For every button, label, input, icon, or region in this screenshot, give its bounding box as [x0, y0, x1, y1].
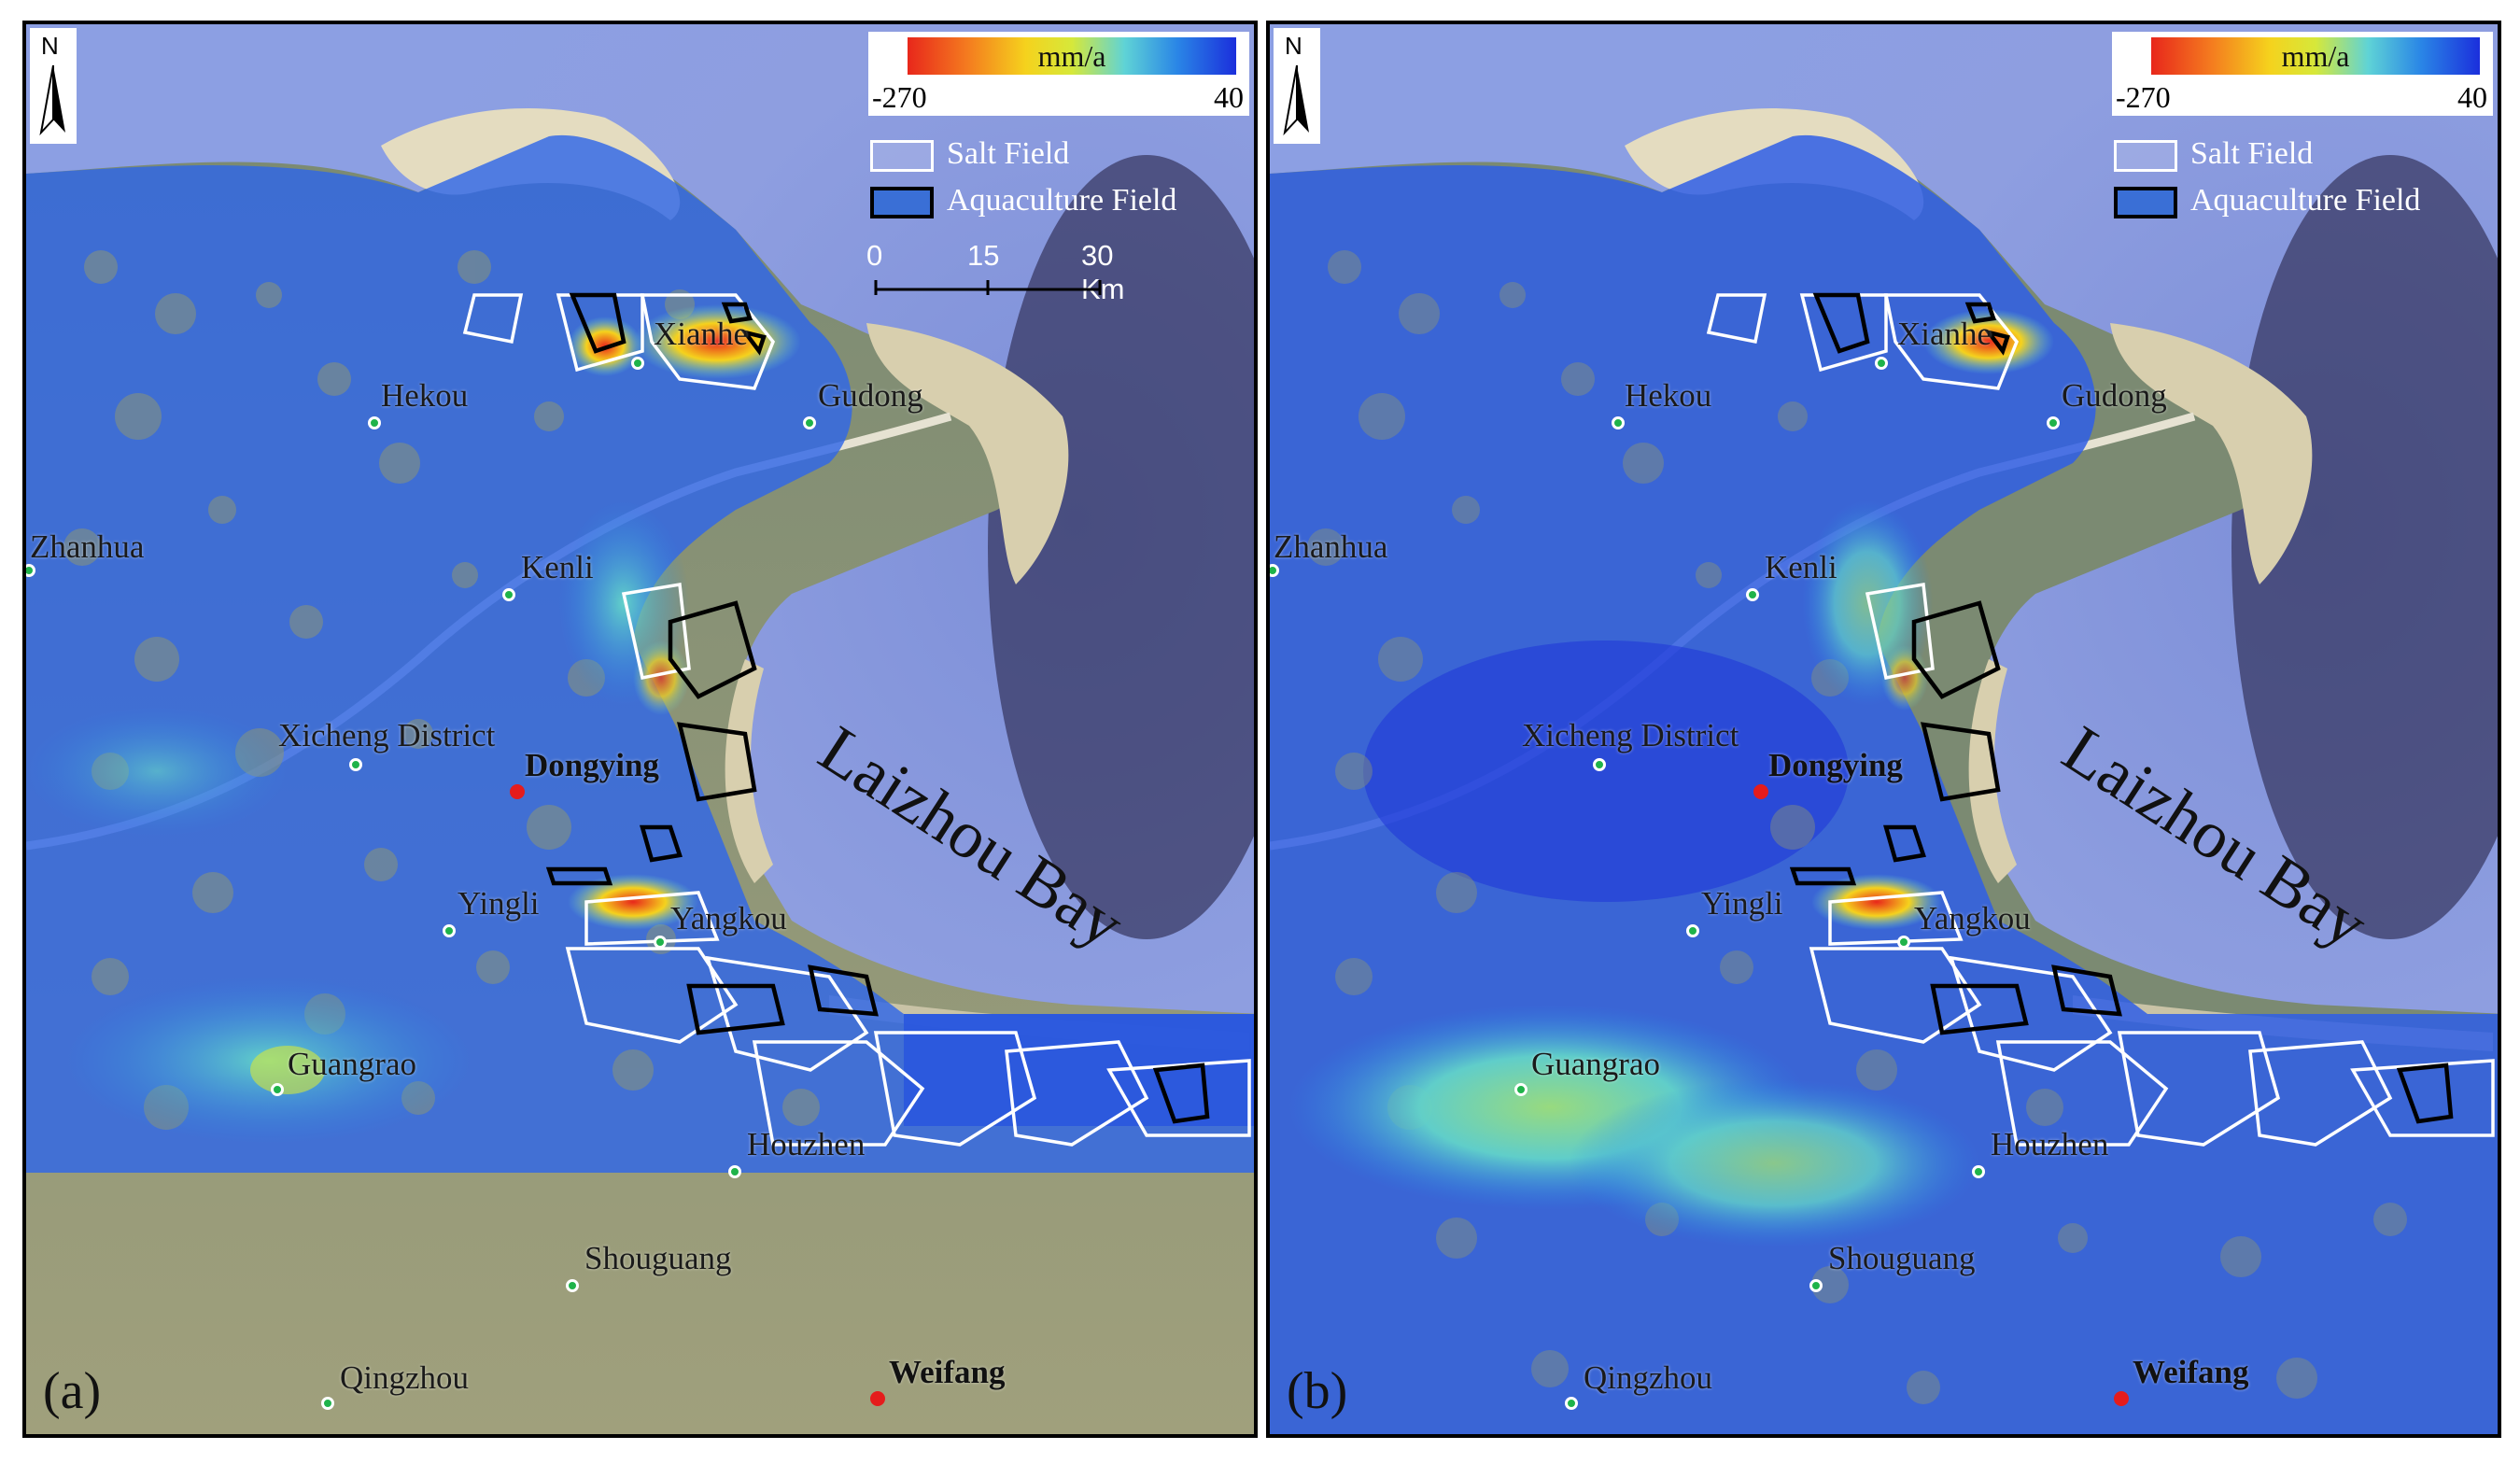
label-hekou: Hekou: [1625, 377, 1712, 414]
yingli-marker: [1686, 924, 1699, 937]
label-xicheng: Xicheng District: [1522, 717, 1739, 753]
label-hekou: Hekou: [381, 377, 469, 414]
panel-label: (a): [43, 1362, 102, 1420]
map-background: [1270, 24, 2498, 1434]
label-houzhen: Houzhen: [1991, 1126, 2109, 1162]
salt-field-swatch: [870, 140, 934, 173]
hekou-marker: [368, 416, 381, 429]
salt-field-key: Salt Field: [870, 136, 1070, 173]
hekou-marker: [1612, 416, 1625, 429]
guangrao-marker: [271, 1083, 284, 1096]
label-guangrao: Guangrao: [1531, 1046, 1661, 1082]
label-weifang: Weifang: [2133, 1354, 2249, 1390]
map-panel-a: N mm/a -270 40 Salt Field Aquaculture Fi…: [22, 21, 1258, 1438]
label-yingli: Yingli: [458, 885, 540, 922]
aquaculture-field-label: Aquaculture Field: [947, 183, 1177, 218]
houzhen-marker: [728, 1165, 741, 1178]
map-panel-b: N mm/a -270 40 Salt Field Aquaculture Fi…: [1266, 21, 2501, 1438]
gudong-marker: [803, 416, 816, 429]
salt-field-label: Salt Field: [947, 136, 1070, 171]
scale-tick-15: 15: [967, 239, 1000, 272]
xicheng-marker: [1593, 758, 1606, 771]
colorbar: mm/a: [2151, 37, 2480, 75]
colorbar-legend: mm/a -270 40: [868, 32, 1249, 116]
label-dongying: Dongying: [1768, 747, 1903, 783]
north-arrow-icon: N: [1283, 32, 1309, 136]
label-yangkou: Yangkou: [670, 900, 787, 936]
colorbar-min: -270: [872, 80, 927, 114]
colorbar-max: 40: [2457, 80, 2487, 114]
label-xicheng: Xicheng District: [278, 717, 496, 753]
label-kenli: Kenli: [521, 549, 594, 585]
salt-field-swatch: [2114, 140, 2177, 173]
north-arrow: N: [1274, 28, 1320, 144]
xicheng-marker: [349, 758, 362, 771]
aquaculture-field-swatch: [2114, 187, 2177, 219]
label-dongying: Dongying: [525, 747, 659, 783]
scale-bar: 0 15 30 Km: [866, 239, 1125, 305]
houzhen-marker: [1972, 1165, 1985, 1178]
yangkou-marker: [1897, 936, 1910, 949]
label-xianhe: Xianhe: [654, 316, 749, 352]
aquaculture-field-swatch: [870, 187, 934, 219]
shouguang-marker: [566, 1279, 579, 1292]
colorbar-legend: mm/a -270 40: [2112, 32, 2493, 116]
colorbar-title: mm/a: [1037, 39, 1106, 73]
svg-text:N: N: [1285, 32, 1302, 60]
label-qingzhou: Qingzhou: [1584, 1359, 1713, 1396]
yingli-marker: [443, 924, 456, 937]
label-houzhen: Houzhen: [747, 1126, 866, 1162]
north-arrow-icon: N: [39, 32, 65, 136]
xianhe-marker: [631, 357, 644, 370]
label-xianhe: Xianhe: [1897, 316, 1992, 352]
label-zhanhua: Zhanhua: [1274, 528, 1388, 565]
label-weifang: Weifang: [889, 1354, 1006, 1390]
zhanhua-marker: [1270, 564, 1279, 577]
north-arrow: N: [30, 28, 77, 144]
panel-label: (b): [1287, 1362, 1348, 1420]
weifang-marker: [2114, 1391, 2129, 1406]
weifang-marker: [870, 1391, 885, 1406]
qingzhou-marker: [321, 1397, 334, 1410]
gudong-marker: [2047, 416, 2060, 429]
label-shouguang: Shouguang: [584, 1240, 732, 1276]
label-gudong: Gudong: [2062, 377, 2167, 414]
shouguang-marker: [1809, 1279, 1823, 1292]
yangkou-marker: [654, 936, 667, 949]
aquaculture-field-key: Aquaculture Field: [2114, 183, 2421, 219]
label-yangkou: Yangkou: [1914, 900, 2031, 936]
map-background: [26, 24, 1254, 1434]
colorbar: mm/a: [908, 37, 1236, 75]
colorbar-title: mm/a: [2281, 39, 2350, 73]
label-gudong: Gudong: [818, 377, 923, 414]
aquaculture-field-label: Aquaculture Field: [2190, 183, 2421, 218]
kenli-marker: [502, 588, 515, 601]
salt-field-key: Salt Field: [2114, 136, 2314, 173]
zhanhua-marker: [26, 564, 35, 577]
scale-tick-0: 0: [866, 239, 883, 272]
dongying-marker: [1753, 784, 1768, 799]
guangrao-marker: [1514, 1083, 1527, 1096]
aquaculture-field-key: Aquaculture Field: [870, 183, 1177, 219]
colorbar-max: 40: [1214, 80, 1244, 114]
label-yingli: Yingli: [1701, 885, 1783, 922]
svg-text:N: N: [41, 32, 59, 60]
qingzhou-marker: [1565, 1397, 1578, 1410]
dongying-marker: [510, 784, 525, 799]
xianhe-marker: [1875, 357, 1888, 370]
label-zhanhua: Zhanhua: [30, 528, 145, 565]
label-qingzhou: Qingzhou: [340, 1359, 470, 1396]
salt-field-label: Salt Field: [2190, 136, 2314, 171]
colorbar-min: -270: [2116, 80, 2171, 114]
label-shouguang: Shouguang: [1828, 1240, 1976, 1276]
label-guangrao: Guangrao: [288, 1046, 417, 1082]
kenli-marker: [1746, 588, 1759, 601]
label-kenli: Kenli: [1765, 549, 1837, 585]
scale-bar-line: [874, 280, 1102, 295]
